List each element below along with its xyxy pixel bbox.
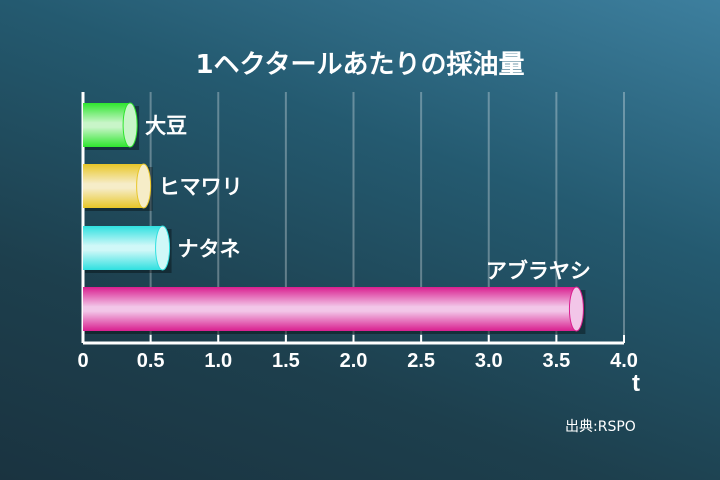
tick-label: 3.0	[475, 350, 503, 372]
tick-label: 3.5	[542, 350, 570, 372]
bar	[83, 226, 163, 270]
source-note: 出典:RSPO	[565, 419, 636, 435]
tick-label: 0	[77, 350, 88, 372]
x-axis-label: t	[632, 370, 640, 397]
tick-label: 4.0	[610, 350, 638, 372]
tick-label: 2.0	[340, 350, 368, 372]
bar-cap	[568, 286, 584, 332]
bar	[83, 164, 144, 208]
tick-label: 1.0	[204, 350, 232, 372]
bar-cap	[122, 102, 138, 148]
bar	[83, 287, 577, 331]
bar-label: 大豆	[145, 114, 187, 138]
tick-label: 0.5	[137, 350, 165, 372]
tick-label: 2.5	[407, 350, 435, 372]
bar-label: ナタネ	[178, 237, 241, 261]
bar-label: アブラヤシ	[486, 259, 591, 283]
tick-label: 1.5	[272, 350, 300, 372]
bar-label: ヒマワリ	[159, 175, 243, 199]
bar-cap	[155, 225, 171, 271]
bar	[83, 103, 131, 147]
bar-cap	[136, 163, 152, 209]
chart-title: 1ヘクタールあたりの採油量	[195, 50, 525, 80]
